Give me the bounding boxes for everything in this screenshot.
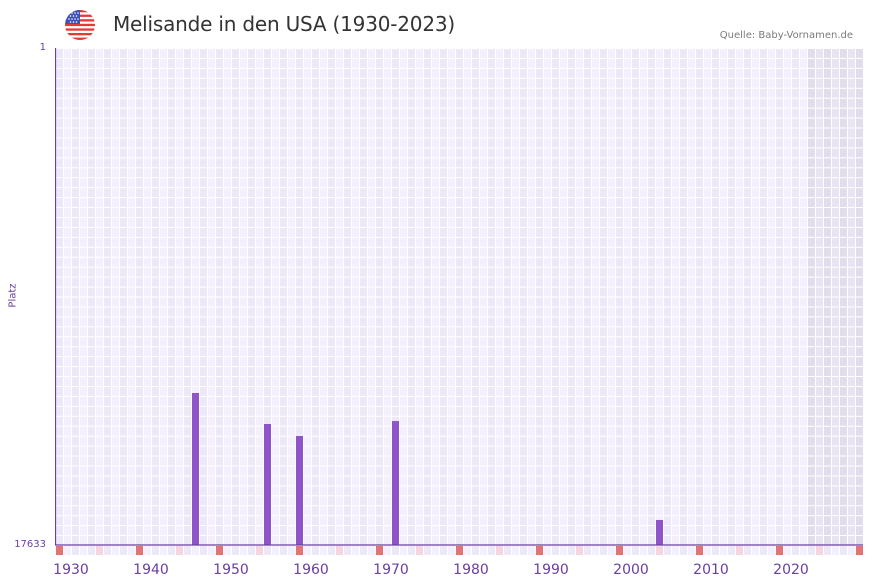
rank-bar-2003[interactable] <box>656 519 663 545</box>
y-axis-top-label: 1 <box>39 42 46 53</box>
rank-bar-1958[interactable] <box>296 435 303 545</box>
x-tick-label: 1980 <box>453 562 489 578</box>
rank-bar-1970[interactable] <box>392 421 399 545</box>
x-tick-label: 1960 <box>293 562 329 578</box>
x-tick-label: 1950 <box>213 562 249 578</box>
x-tick-label: 1940 <box>133 562 169 578</box>
x-tick-label: 1970 <box>373 562 409 578</box>
x-tick-label: 2020 <box>773 562 809 578</box>
x-tick-label: 1990 <box>533 562 569 578</box>
rank-bar-chart <box>55 48 863 555</box>
y-axis-bottom-label: 17633 <box>14 539 46 550</box>
x-tick-label: 2000 <box>613 562 649 578</box>
chart-title: Melisande in den USA (1930-2023) <box>113 12 455 36</box>
x-tick-label: 2010 <box>693 562 729 578</box>
us-flag-icon <box>65 10 95 40</box>
rank-bar-1954[interactable] <box>264 423 271 545</box>
x-tick-label: 1930 <box>53 562 89 578</box>
source-link[interactable]: Quelle: Baby-Vornamen.de <box>719 30 853 41</box>
y-axis-title: Platz <box>7 283 19 308</box>
rank-bar-1945[interactable] <box>192 392 199 545</box>
